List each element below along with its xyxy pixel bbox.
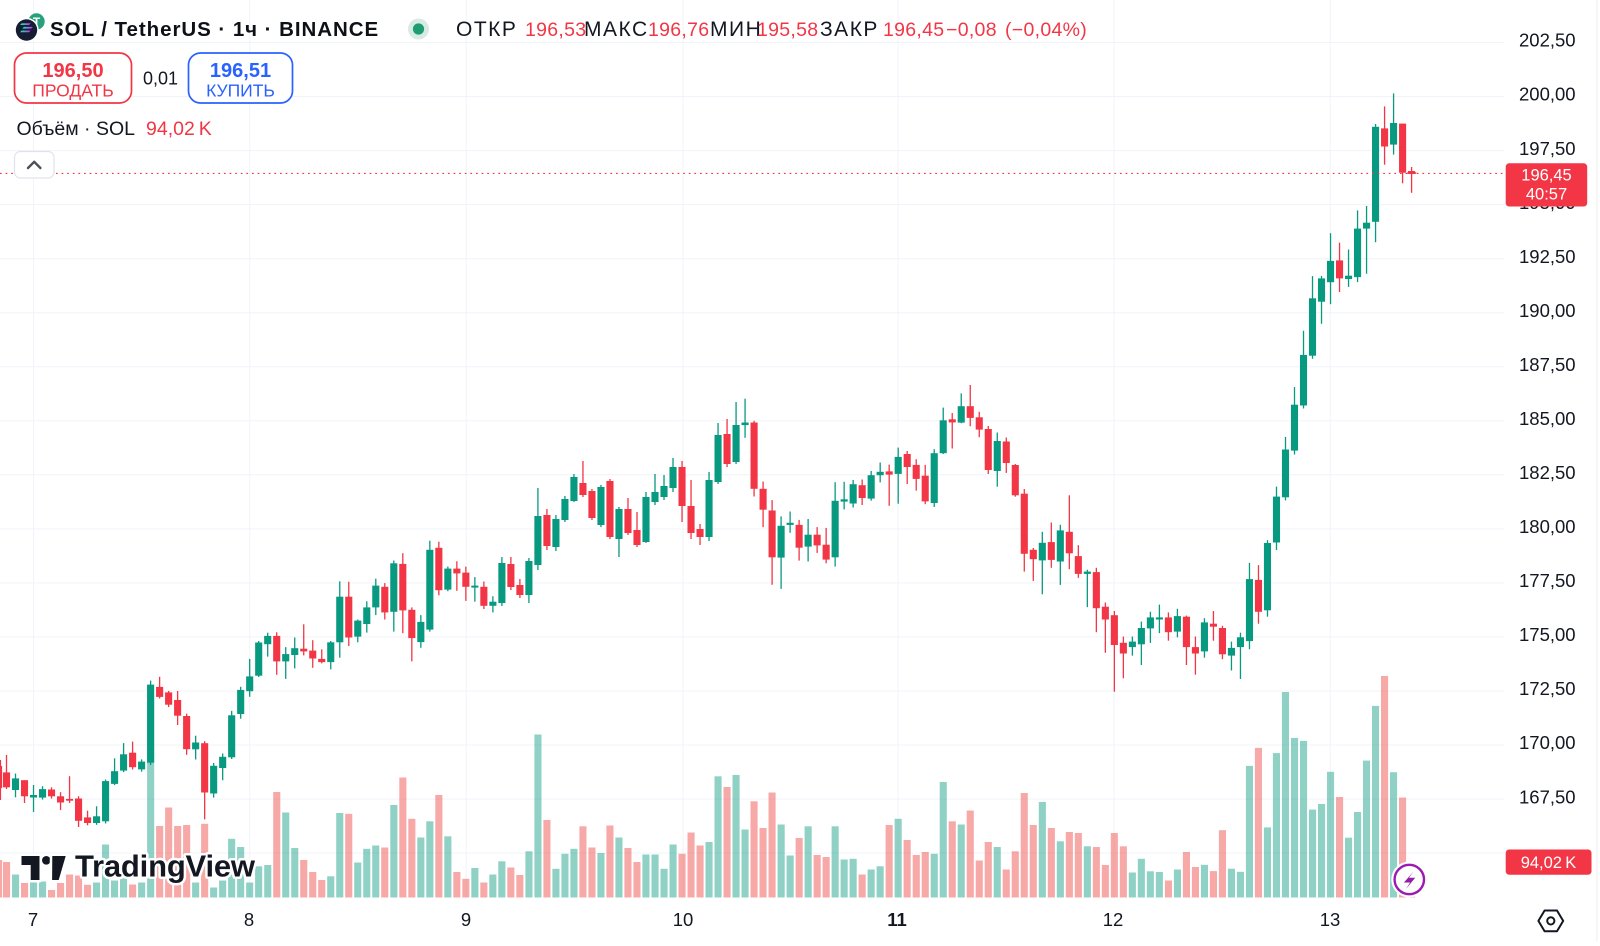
svg-text:−0,08: −0,08 [946, 19, 997, 41]
svg-text:195,58: 195,58 [757, 19, 818, 41]
svg-text:196,45: 196,45 [883, 19, 944, 41]
svg-text:TradingView: TradingView [75, 849, 256, 884]
svg-text:ПРОДАТЬ: ПРОДАТЬ [32, 81, 113, 101]
svg-text:7: 7 [28, 909, 38, 930]
svg-text:190,00: 190,00 [1519, 300, 1576, 321]
svg-text:0,01: 0,01 [143, 69, 178, 89]
svg-text:T: T [33, 15, 41, 29]
svg-text:40:57: 40:57 [1526, 186, 1567, 204]
svg-text:Объём · SOL: Объём · SOL [17, 118, 136, 140]
svg-text:ЗАКР: ЗАКР [820, 18, 879, 41]
svg-text:196,51: 196,51 [210, 60, 271, 82]
svg-text:197,50: 197,50 [1519, 138, 1576, 159]
svg-text:9: 9 [461, 909, 471, 930]
svg-text:КУПИТЬ: КУПИТЬ [206, 81, 275, 101]
svg-text:196,45: 196,45 [1521, 167, 1571, 185]
svg-text:8: 8 [244, 909, 254, 930]
svg-text:170,00: 170,00 [1519, 732, 1576, 753]
svg-text:94,02 K: 94,02 K [146, 118, 212, 140]
svg-text:196,53: 196,53 [525, 19, 586, 41]
svg-text:196,50: 196,50 [42, 60, 103, 82]
svg-text:МИН: МИН [710, 18, 762, 41]
svg-text:ОТКР: ОТКР [456, 18, 517, 41]
svg-text:12: 12 [1103, 909, 1124, 930]
svg-text:167,50: 167,50 [1519, 786, 1576, 807]
svg-text:13: 13 [1320, 909, 1341, 930]
svg-text:182,50: 182,50 [1519, 462, 1576, 483]
svg-text:172,50: 172,50 [1519, 678, 1576, 699]
svg-text:(−0,04%): (−0,04%) [1005, 19, 1087, 41]
svg-text:192,50: 192,50 [1519, 246, 1576, 267]
svg-text:202,50: 202,50 [1519, 30, 1576, 51]
svg-text:МАКС: МАКС [584, 18, 649, 41]
svg-text:94,02 K: 94,02 K [1521, 854, 1577, 872]
svg-text:200,00: 200,00 [1519, 84, 1576, 105]
svg-text:185,00: 185,00 [1519, 408, 1576, 429]
svg-text:196,76: 196,76 [648, 19, 709, 41]
svg-text:10: 10 [673, 909, 694, 930]
svg-text:187,50: 187,50 [1519, 354, 1576, 375]
svg-text:SOL / TetherUS · 1ч · BINANCE: SOL / TetherUS · 1ч · BINANCE [50, 18, 379, 41]
svg-text:175,00: 175,00 [1519, 624, 1576, 645]
svg-text:180,00: 180,00 [1519, 516, 1576, 537]
svg-text:11: 11 [887, 909, 907, 930]
svg-text:177,50: 177,50 [1519, 570, 1576, 591]
